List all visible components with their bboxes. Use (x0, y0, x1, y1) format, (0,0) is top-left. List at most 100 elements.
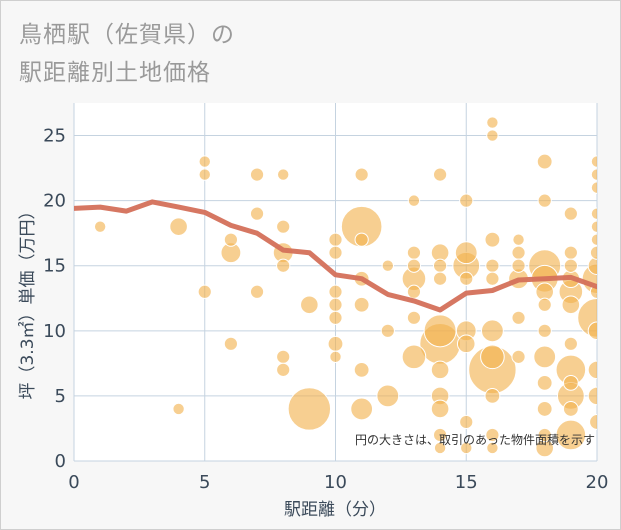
x-tick-label: 10 (324, 472, 347, 493)
axis-ticks: 0 5 10 15 20 0 5 10 15 20 25 (43, 126, 608, 493)
bubble-point (328, 284, 343, 299)
bubble-point (433, 167, 448, 182)
bubble-point (485, 258, 500, 273)
bubble-point (511, 258, 526, 273)
bubble-point (587, 386, 597, 406)
bubble-point (590, 168, 597, 181)
bubble-point (406, 310, 422, 325)
bubble-point (350, 397, 374, 421)
bubble-point (536, 374, 553, 391)
chart-title-line-2: 駅距離別土地価格 (19, 60, 211, 86)
bubble-point (93, 220, 107, 233)
bubble-point (198, 168, 211, 181)
bubble-point (511, 310, 526, 325)
bubble-point (328, 297, 343, 312)
y-tick-label: 20 (43, 191, 66, 212)
bubble-point (484, 388, 501, 404)
bubble-point (381, 259, 394, 272)
bubble-point (276, 362, 291, 377)
bubble-point (276, 349, 291, 364)
bubble-point (537, 323, 552, 338)
y-tick-label: 15 (43, 256, 66, 277)
bubble-point (590, 155, 597, 168)
bubble-point (536, 401, 553, 417)
bubble-point (354, 167, 369, 182)
bubble-point (406, 258, 422, 273)
x-tick-label: 20 (586, 472, 609, 493)
bubble-point (480, 344, 505, 370)
bubble-point (328, 232, 343, 247)
bubble-point (460, 441, 473, 455)
bubble-point (484, 231, 501, 248)
bubble-point (589, 245, 597, 260)
bubble-point (590, 181, 597, 194)
bubble-point (486, 441, 499, 455)
x-tick-label: 5 (199, 472, 210, 493)
bubble-point (590, 207, 597, 220)
bubble-point (486, 116, 499, 129)
bubble-point (459, 414, 474, 430)
bubble-point (406, 245, 422, 260)
y-tick-label: 10 (43, 321, 66, 342)
bubble-point (562, 374, 579, 391)
bubble-point (328, 245, 343, 260)
bubble-point (589, 414, 597, 430)
bubble-point (354, 232, 369, 247)
y-axis-label: 坪（3.3㎡）単価（万円） (18, 202, 38, 399)
bubble-point (249, 206, 265, 221)
bubble-point (340, 205, 383, 248)
bubble-point (590, 220, 597, 233)
bubble-point (536, 153, 553, 170)
bubble-point (481, 319, 504, 343)
bubble-point (587, 360, 597, 380)
bubble-point (485, 271, 500, 286)
bubble-point (433, 427, 448, 443)
bubble-point (276, 219, 291, 234)
bubble-point (562, 401, 579, 417)
bubble-point (353, 361, 370, 378)
bubble-point (277, 168, 290, 181)
bubble-point (587, 321, 597, 341)
bubble-point (287, 387, 332, 431)
bubble-point (537, 297, 552, 312)
bubble-point (327, 335, 344, 352)
bubble-point (454, 241, 478, 265)
bubble-point (433, 441, 447, 455)
bubble-point (459, 193, 474, 208)
bubble-point (456, 334, 476, 354)
bubble-point (198, 155, 211, 168)
bubble-point (555, 419, 587, 451)
bubble-point (197, 284, 212, 299)
bubble-point (537, 427, 552, 443)
bubble-point (563, 336, 578, 351)
bubble-point (563, 258, 578, 273)
bubble-point (537, 193, 552, 208)
bubble-point (329, 350, 342, 364)
bubble-point (433, 258, 448, 273)
bubble-point (300, 295, 319, 315)
y-tick-label: 0 (55, 451, 66, 472)
bubble-point (485, 427, 500, 443)
bubble-point (407, 194, 421, 207)
bubble-point (563, 245, 578, 260)
bubble-point (486, 129, 499, 142)
average-price-line (74, 199, 597, 313)
bubble-point (223, 336, 238, 351)
bubble-point (511, 245, 526, 260)
y-tick-label: 5 (55, 386, 66, 407)
bubble-point (249, 284, 265, 299)
bubble-size-note: 円の大きさは、取引のあった物件面積を示す (355, 432, 595, 447)
bubble-point (276, 258, 291, 273)
average-line-series (74, 199, 597, 313)
bubble-point (561, 295, 581, 315)
bubble-point (533, 345, 557, 369)
bubble-point (376, 384, 400, 408)
bubble-point (587, 256, 597, 276)
bubble-point (223, 232, 238, 247)
bubble-point (328, 310, 343, 325)
bubble-point (590, 233, 597, 246)
bubble-point (563, 206, 578, 221)
bubble-point (511, 349, 526, 364)
